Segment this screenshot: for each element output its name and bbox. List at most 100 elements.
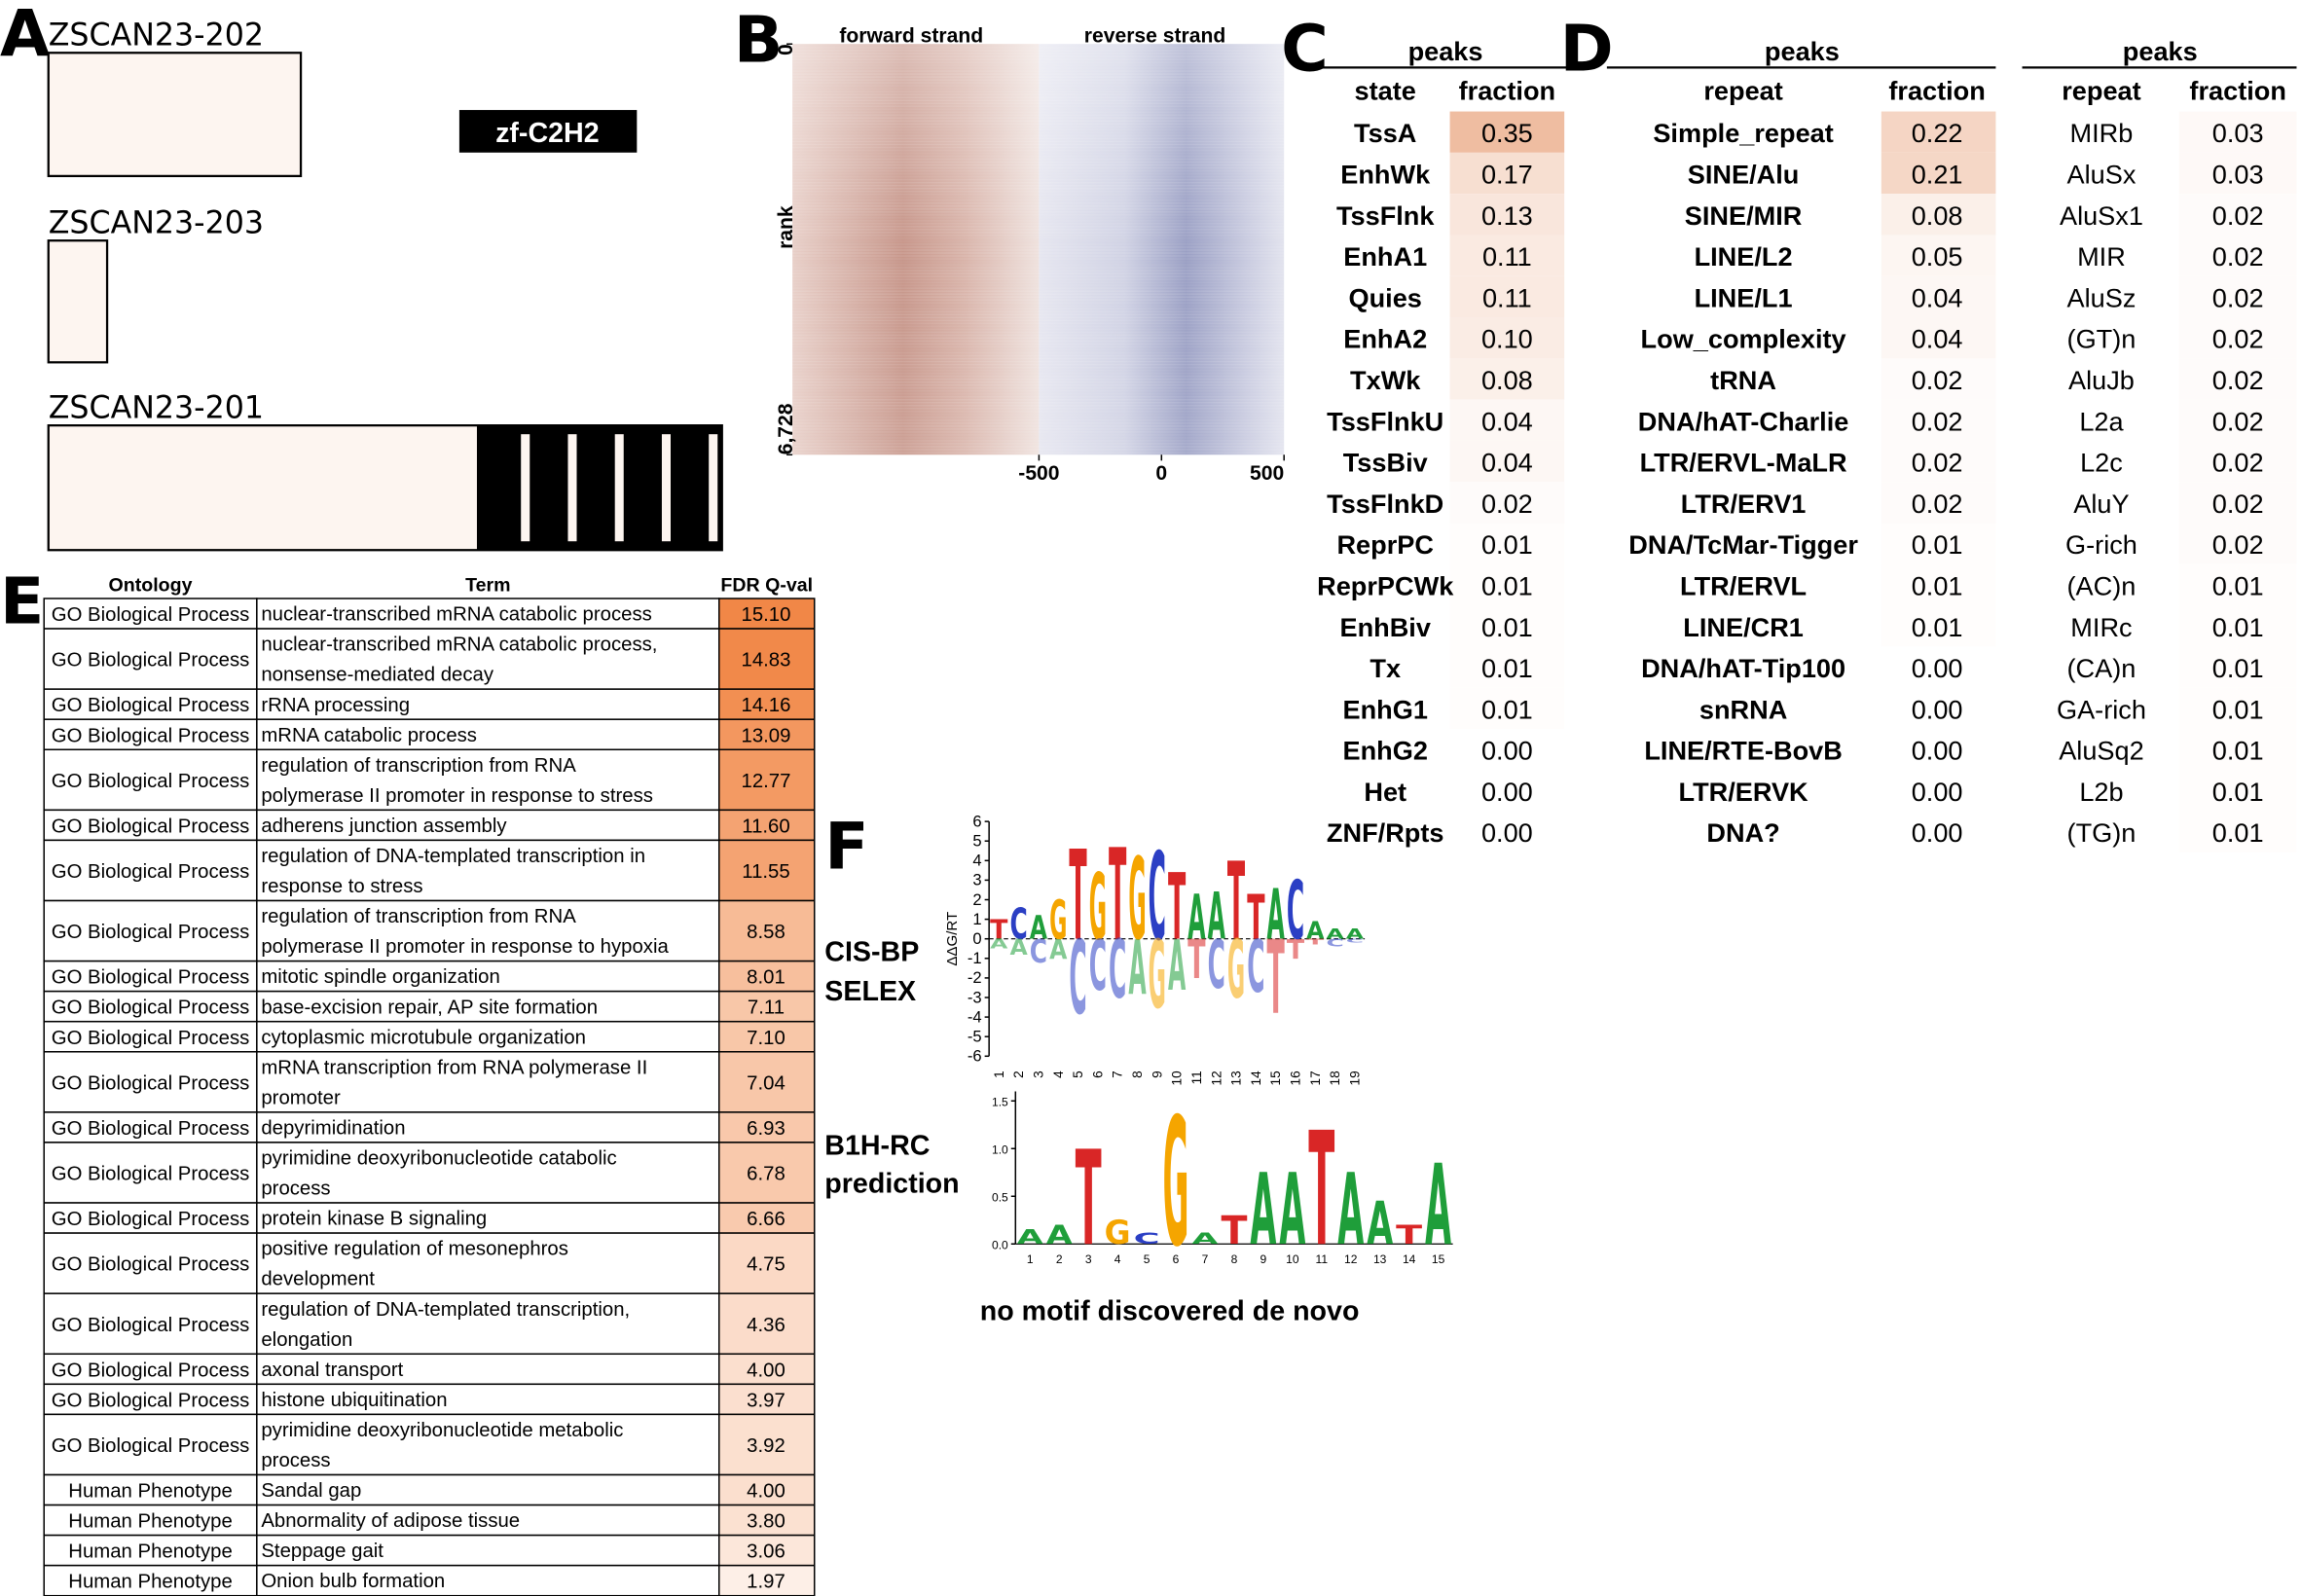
fraction-value: 0.01 xyxy=(1481,694,1533,724)
fdr-cell xyxy=(717,718,816,751)
x-tick-label: 10 xyxy=(1170,1070,1185,1085)
x-tick-label: 19 xyxy=(1347,1070,1362,1085)
x-tick-label: 4 xyxy=(1114,1252,1121,1266)
logo-letter: T xyxy=(1168,855,1186,961)
ontology: GO Biological Process xyxy=(52,1209,250,1230)
logo-letter: G xyxy=(1149,921,1166,1030)
term: histone ubiquitination xyxy=(261,1390,447,1411)
y-tick-label: 0 xyxy=(972,929,981,948)
row-name: ZNF/Rpts xyxy=(1327,817,1444,848)
term: protein kinase B signaling xyxy=(261,1209,487,1230)
fdr-value: 7.04 xyxy=(747,1072,785,1094)
fraction-cell xyxy=(2178,729,2297,771)
term: Onion bulb formation xyxy=(261,1571,445,1592)
ontology: Human Phenotype xyxy=(68,1481,233,1503)
term: depyrimidination xyxy=(261,1117,405,1139)
logo-letter: T xyxy=(1306,937,1325,947)
logo-letter: T xyxy=(1109,822,1126,969)
fraction-value: 0.01 xyxy=(2212,777,2264,807)
column-header: FDR Q-val xyxy=(720,574,813,596)
fraction-value: 0.35 xyxy=(1481,118,1533,148)
cell xyxy=(43,1564,258,1596)
fraction-value: 0.02 xyxy=(2212,448,2264,478)
logo-letter: A xyxy=(1425,1141,1451,1270)
row-name: (GT)n xyxy=(2067,324,2137,354)
y-tick-label: -6 xyxy=(968,1047,982,1066)
logo-letter: A xyxy=(1009,936,1027,961)
column-header: repeat xyxy=(1703,76,1782,106)
fraction-cell xyxy=(1449,317,1565,359)
logo-letter: C xyxy=(1149,828,1166,968)
y-tick-label: 0 xyxy=(775,44,797,55)
fraction-cell xyxy=(1881,440,1996,483)
cell xyxy=(256,598,720,630)
fraction-cell xyxy=(1881,275,1996,318)
transcript-name: ZSCAN23-203 xyxy=(49,206,264,241)
row-name: L2b xyxy=(2079,777,2123,807)
logo-letter: T xyxy=(1247,882,1264,954)
logo-letter: C xyxy=(1208,926,1225,1004)
x-tick-label: 1 xyxy=(1027,1252,1034,1266)
term: polymerase II promoter in response to st… xyxy=(261,785,653,807)
row-name: MIR xyxy=(2077,241,2126,272)
fraction-cell xyxy=(2178,235,2297,276)
fraction-cell xyxy=(1881,317,1996,359)
ontology: GO Biological Process xyxy=(52,604,250,626)
y-tick-label: 6,728 xyxy=(775,403,797,454)
logo-letter: A xyxy=(1168,925,1186,1006)
y-tick-label: -4 xyxy=(968,1007,982,1026)
term: Abnormality of adipose tissue xyxy=(261,1510,520,1532)
ontology: GO Biological Process xyxy=(52,922,250,943)
x-tick-label: 9 xyxy=(1260,1252,1267,1266)
fdr-value: 1.97 xyxy=(747,1572,785,1593)
fraction-value: 0.02 xyxy=(2212,489,2264,519)
fraction-cell xyxy=(1881,687,1996,730)
logo-letter: A xyxy=(1128,925,1146,1012)
term: pyrimidine deoxyribonucleotide catabolic xyxy=(261,1148,616,1170)
logo-letter: A xyxy=(1208,880,1225,955)
y-tick-label: 1 xyxy=(972,910,981,928)
logo-letter: A xyxy=(1250,1153,1276,1267)
term: pyrimidine deoxyribonucleotide metabolic xyxy=(261,1420,623,1441)
y-tick-label: 3 xyxy=(972,871,981,889)
fraction-value: 0.22 xyxy=(1912,118,1963,148)
cell xyxy=(256,1473,720,1506)
row-name: LTR/ERVL xyxy=(1680,570,1807,600)
fraction-value: 0.01 xyxy=(1912,570,1963,600)
cell xyxy=(43,1111,258,1143)
term: mRNA transcription from RNA polymerase I… xyxy=(261,1057,647,1078)
fdr-cell xyxy=(717,628,816,690)
fdr-value: 6.66 xyxy=(747,1209,785,1230)
fraction-value: 0.00 xyxy=(1912,653,1963,683)
cell xyxy=(43,1353,258,1386)
row-name: snRNA xyxy=(1699,694,1787,724)
fraction-cell xyxy=(2178,563,2297,606)
x-tick-label: 0 xyxy=(1155,462,1167,485)
logo-letter: C xyxy=(1089,925,1107,1006)
row-name: EnhWk xyxy=(1340,160,1431,190)
term: adherens junction assembly xyxy=(261,816,507,837)
x-tick-label: 5 xyxy=(1144,1252,1150,1266)
row-name: DNA/hAT-Charlie xyxy=(1638,406,1849,436)
fraction-cell xyxy=(2178,687,2297,730)
fraction-cell xyxy=(1449,646,1565,688)
fraction-value: 0.02 xyxy=(1912,365,1963,395)
fdr-value: 13.09 xyxy=(742,725,791,746)
cell xyxy=(256,1413,720,1476)
row-name: LTR/ERVK xyxy=(1679,777,1809,807)
row-name: Quies xyxy=(1349,282,1422,312)
ontology: GO Biological Process xyxy=(52,998,250,1019)
fdr-value: 11.55 xyxy=(742,861,789,883)
fraction-value: 0.02 xyxy=(2212,529,2264,560)
column-header: fraction xyxy=(2189,76,2285,106)
logo-letter: T xyxy=(1227,840,1245,964)
x-tick-label: 12 xyxy=(1344,1252,1358,1266)
fraction-cell xyxy=(1881,194,1996,236)
exon xyxy=(47,239,109,364)
transcript-name: ZSCAN23-201 xyxy=(49,391,264,426)
row-name: AluY xyxy=(2073,489,2129,519)
fdr-value: 4.75 xyxy=(747,1254,785,1276)
cell xyxy=(256,1232,720,1294)
x-tick-label: 11 xyxy=(1316,1252,1329,1266)
fraction-cell xyxy=(1449,563,1565,606)
